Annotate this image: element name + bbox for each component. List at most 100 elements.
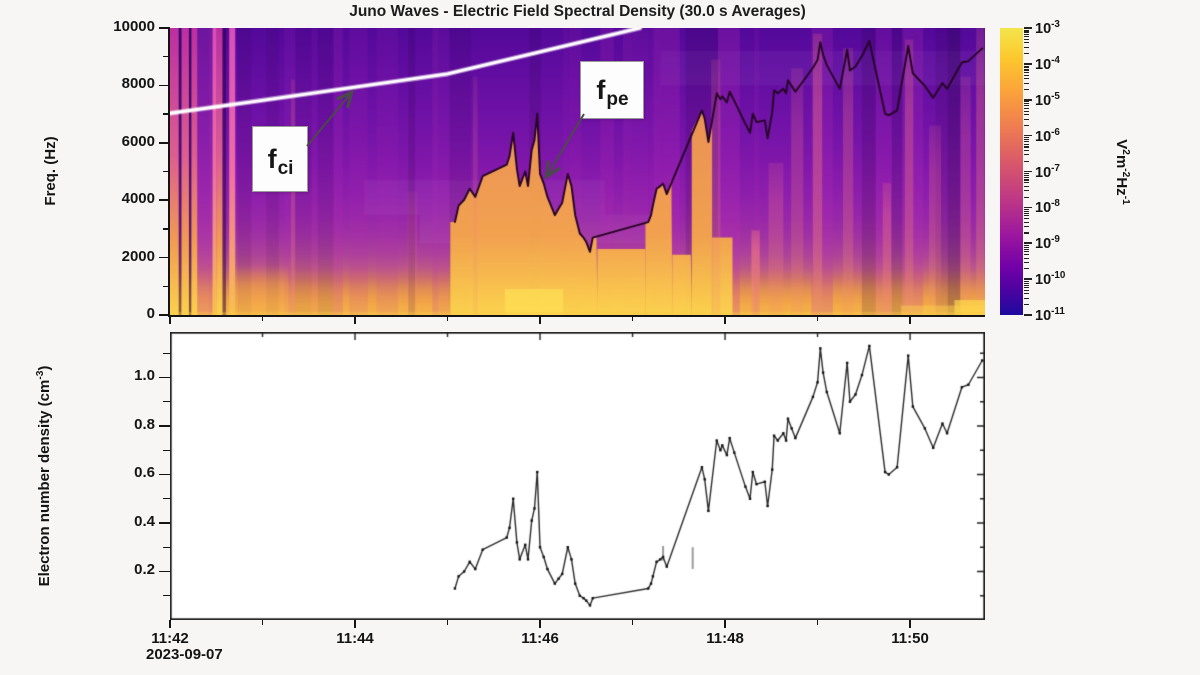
- colorbar-tick-major: [1024, 63, 1032, 65]
- superscript: -1: [1120, 195, 1131, 205]
- colorbar-tick-minor: [1024, 137, 1029, 139]
- dens-x-tick-major: [354, 620, 356, 628]
- colorbar-tick-minor: [1024, 284, 1029, 286]
- x-axis-date: 2023-09-07: [146, 646, 223, 663]
- spec-y-tick-label: 4000: [121, 190, 155, 208]
- dens-y-tick-minor: [163, 401, 170, 403]
- spec-x-tick-minor: [816, 316, 819, 322]
- dens-y-tick-label: 0.8: [134, 415, 155, 433]
- colorbar-unit-label: V2m-2Hz-1: [1113, 139, 1131, 205]
- colorbar-tick-label: 10-11: [1035, 306, 1065, 324]
- colorbar-tick-minor: [1024, 287, 1029, 289]
- spec-x-tick-major: [724, 316, 726, 324]
- colorbar-tick-minor: [1024, 210, 1029, 212]
- spec-y-tick-minor: [163, 113, 170, 115]
- colorbar-tick-label: 10-6: [1035, 126, 1060, 145]
- chart-title: Juno Waves - Electric Field Spectral Den…: [349, 3, 806, 20]
- dens-x-tick-label: 11:48: [706, 630, 744, 647]
- dens-x-tick-major: [539, 620, 541, 628]
- dens-y-tick-label: 0.6: [134, 464, 155, 482]
- superscript: -5: [1051, 90, 1060, 102]
- spec-y-tick-label: 10000: [113, 18, 155, 35]
- superscript: -10: [1051, 270, 1066, 282]
- dens-x-tick-minor: [261, 620, 264, 625]
- spec-x-tick-major: [909, 316, 911, 324]
- superscript: -9: [1051, 234, 1060, 246]
- spec-y-tick-major: [159, 84, 170, 87]
- colorbar-tick-major: [1024, 98, 1032, 101]
- superscript: -3: [1051, 19, 1060, 30]
- colorbar-tick-minor: [1024, 101, 1029, 103]
- colorbar: [1000, 28, 1023, 315]
- spec-x-tick-minor: [631, 316, 634, 322]
- colorbar-tick-minor: [1024, 248, 1029, 250]
- dens-x-tick-label: 11:46: [521, 630, 559, 647]
- dens-y-tick-major: [159, 425, 170, 427]
- colorbar-tick-minor: [1024, 105, 1029, 107]
- dens-y-tick-major: [159, 570, 170, 573]
- dens-x-tick-minor: [631, 620, 634, 625]
- superscript: 2: [1120, 149, 1131, 155]
- spec-y-tick-major: [159, 199, 170, 202]
- spec-y-tick-minor: [163, 285, 170, 287]
- colorbar-tick-minor: [1024, 31, 1029, 33]
- spec-y-tick-major: [159, 27, 170, 29]
- dens-y-tick-major: [159, 522, 170, 524]
- colorbar-tick-minor: [1024, 282, 1029, 284]
- colorbar-tick-minor: [1024, 246, 1029, 248]
- spec-x-tick-major: [169, 316, 171, 324]
- colorbar-tick-minor: [1024, 257, 1029, 259]
- colorbar-tick-minor: [1024, 141, 1029, 143]
- dens-x-tick-label: 11:50: [891, 630, 929, 647]
- colorbar-tick-minor: [1024, 177, 1029, 179]
- dens-y-tick-minor: [163, 352, 170, 354]
- spec-x-tick-major: [539, 316, 541, 324]
- colorbar-tick-minor: [1024, 65, 1029, 67]
- colorbar-tick-minor: [1024, 212, 1029, 215]
- dens-x-tick-major: [909, 620, 911, 628]
- dens-y-tick-label: 0.2: [134, 561, 155, 579]
- density-canvas: [170, 332, 985, 620]
- spec-y-tick-label: 2000: [121, 247, 155, 265]
- spectrogram-y-axis-label: Freq. (Hz): [42, 136, 59, 206]
- spec-x-tick-major: [354, 316, 356, 324]
- colorbar-tick-major: [1024, 27, 1032, 29]
- colorbar-tick-minor: [1024, 114, 1029, 116]
- fci-symbol: f: [267, 143, 277, 174]
- colorbar-tick-minor: [1024, 146, 1029, 148]
- colorbar-tick-minor: [1024, 182, 1029, 184]
- colorbar-tick-minor: [1024, 293, 1029, 295]
- colorbar-tick-minor: [1024, 74, 1029, 76]
- spec-y-tick-label: 0: [146, 305, 155, 322]
- colorbar-tick-minor: [1024, 221, 1029, 223]
- colorbar-tick-minor: [1024, 280, 1029, 282]
- dens-x-tick-label: 11:42: [151, 630, 189, 647]
- dens-y-tick-minor: [163, 546, 170, 548]
- colorbar-tick-minor: [1024, 35, 1029, 38]
- colorbar-tick-minor: [1024, 71, 1029, 73]
- colorbar-tick-label: 10-5: [1035, 90, 1060, 109]
- colorbar-tick-minor: [1024, 179, 1029, 181]
- colorbar-tick-minor: [1024, 103, 1029, 105]
- colorbar-tick-major: [1024, 242, 1032, 245]
- dens-x-tick-major: [169, 620, 171, 628]
- spec-y-tick-minor: [163, 56, 170, 58]
- colorbar-tick-minor: [1024, 232, 1029, 234]
- spec-y-tick-minor: [163, 170, 170, 173]
- colorbar-tick-label: 10-8: [1035, 198, 1060, 217]
- colorbar-tick-minor: [1024, 46, 1029, 48]
- superscript: -4: [1051, 54, 1060, 66]
- fpe-symbol: f: [596, 74, 606, 105]
- colorbar-tick-minor: [1024, 209, 1029, 211]
- colorbar-tick-minor: [1024, 226, 1029, 228]
- colorbar-tick-minor: [1024, 297, 1029, 299]
- colorbar-tick-minor: [1024, 42, 1029, 44]
- spec-y-tick-major: [159, 314, 170, 316]
- spec-y-tick-label: 8000: [121, 75, 155, 93]
- colorbar-tick-minor: [1024, 268, 1029, 270]
- spec-x-tick-minor: [261, 316, 264, 322]
- colorbar-tick-minor: [1024, 185, 1029, 187]
- spec-x-tick-minor: [446, 316, 449, 322]
- dens-x-tick-minor: [816, 620, 819, 625]
